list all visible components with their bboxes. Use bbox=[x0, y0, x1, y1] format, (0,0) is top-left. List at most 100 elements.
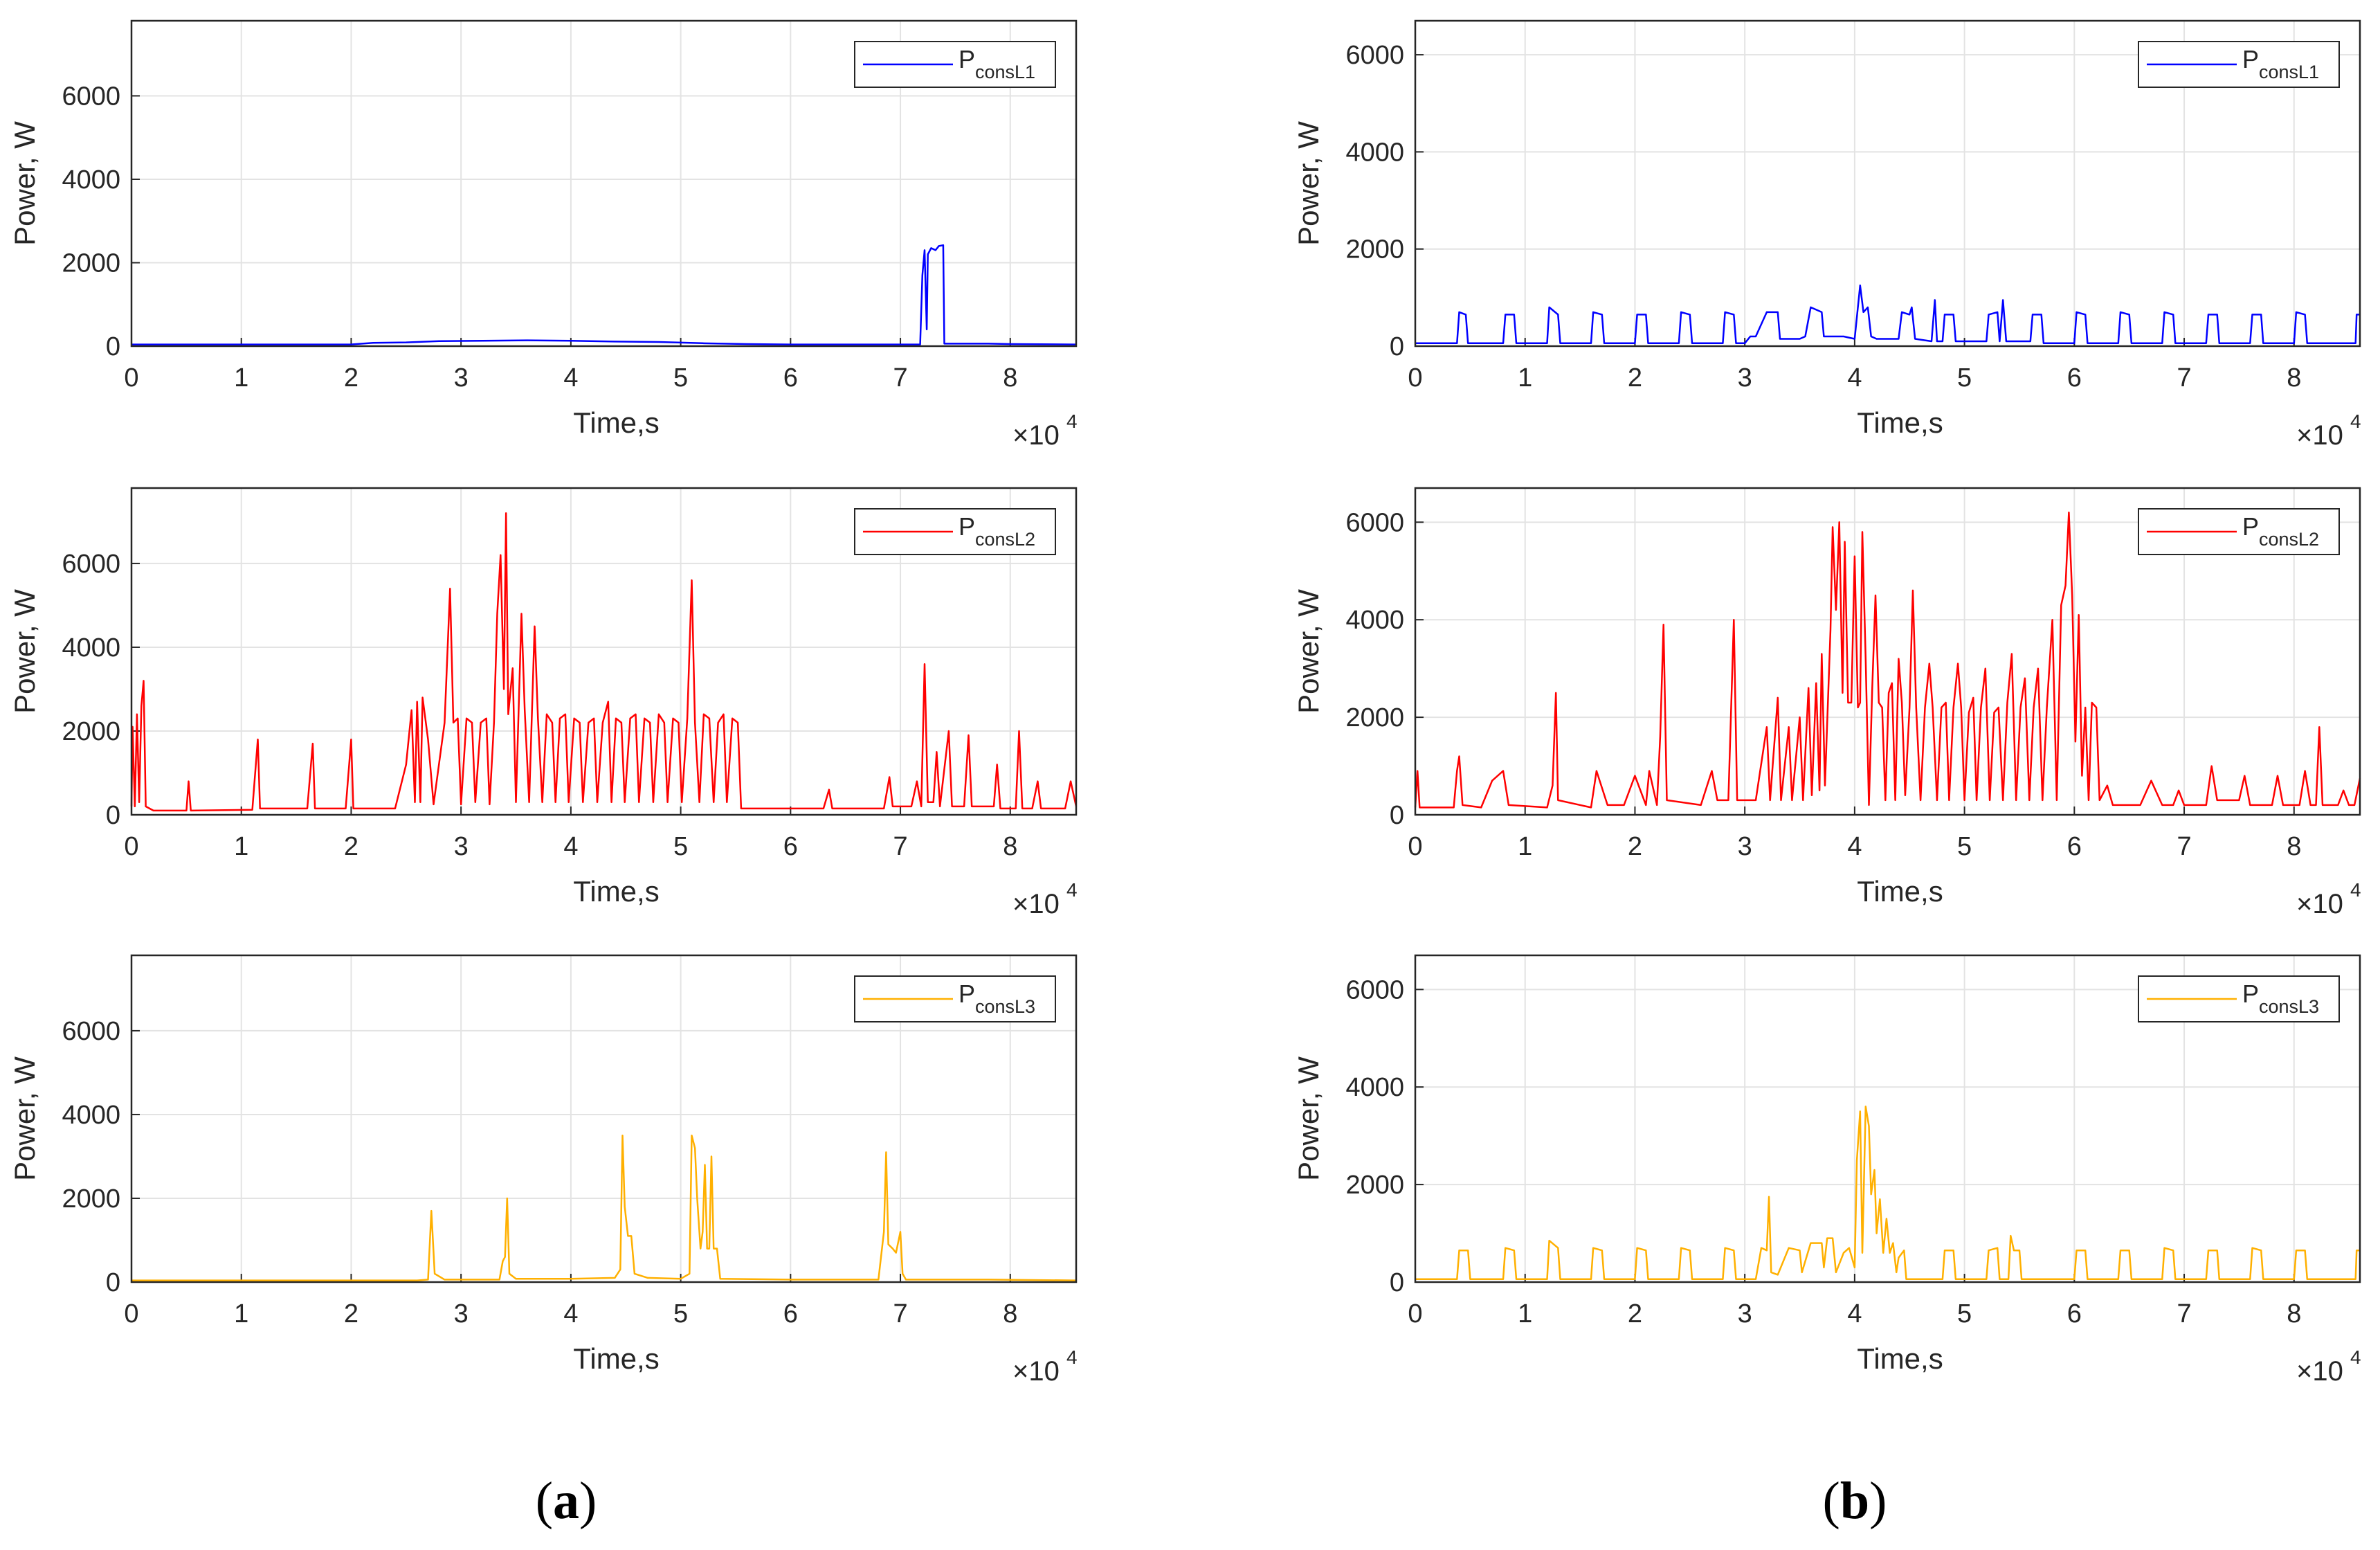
axes-box bbox=[1414, 954, 2361, 1283]
legend-label: P bbox=[959, 512, 975, 541]
x-tick-label: 4 bbox=[1847, 1299, 1862, 1328]
y-tick-label: 6000 bbox=[62, 1017, 120, 1046]
x-tick-label: 5 bbox=[673, 363, 688, 393]
x-tick-label: 5 bbox=[1957, 363, 1972, 393]
x-exponent-power: 4 bbox=[2350, 879, 2361, 901]
chart-panel-b1: 0 1 2 3 4 5 6 7 8 0 2000 4000 6000 Time,s Power, W ×10 4… bbox=[1292, 19, 2361, 451]
y-tick-label: 2000 bbox=[62, 717, 120, 746]
y-tick-label: 0 bbox=[106, 1268, 120, 1297]
x-tick-label: 0 bbox=[1408, 363, 1422, 393]
x-tick-label: 4 bbox=[563, 1299, 578, 1328]
legend-label-subscript: consL1 bbox=[2259, 62, 2319, 82]
x-tick-label: 8 bbox=[1003, 1299, 1017, 1328]
y-tick-label: 4000 bbox=[1345, 1073, 1404, 1102]
y-axis-label: Power, W bbox=[8, 589, 41, 714]
x-exponent-power: 4 bbox=[1066, 879, 1078, 901]
x-exponent-label: ×10 bbox=[2296, 1356, 2343, 1387]
series-line-consL2 bbox=[130, 512, 1078, 812]
x-tick-label: 4 bbox=[563, 832, 578, 861]
x-tick-label: 6 bbox=[783, 832, 798, 861]
y-tick-label: 6000 bbox=[62, 550, 120, 579]
legend-label-subscript: consL1 bbox=[975, 62, 1035, 82]
legend-label: P bbox=[959, 980, 975, 1008]
x-tick-label: 6 bbox=[2067, 363, 2082, 393]
x-exponent-label: ×10 bbox=[2296, 889, 2343, 919]
x-tick-label: 3 bbox=[1738, 1299, 1752, 1328]
x-axis-label: Time,s bbox=[1857, 406, 1943, 439]
y-axis-label: Power, W bbox=[1292, 1056, 1325, 1181]
x-tick-label: 7 bbox=[2177, 832, 2191, 861]
x-tick-label: 4 bbox=[1847, 363, 1862, 393]
x-tick-label: 6 bbox=[783, 363, 798, 393]
x-tick-label: 0 bbox=[124, 1299, 138, 1328]
chart-panel-a1: 0 1 2 3 4 5 6 7 8 0 2000 4000 6000 Time,s Power, W ×10 4… bbox=[8, 19, 1078, 451]
caption-a: (a) bbox=[535, 1472, 597, 1530]
x-tick-label: 7 bbox=[893, 1299, 907, 1328]
x-exponent-label: ×10 bbox=[1012, 889, 1060, 919]
y-tick-label: 6000 bbox=[1345, 41, 1404, 70]
x-tick-label: 1 bbox=[234, 1299, 248, 1328]
y-tick-label: 2000 bbox=[1345, 1171, 1404, 1200]
x-axis-label: Time,s bbox=[1857, 1342, 1943, 1375]
chart-panel-a2: 0 1 2 3 4 5 6 7 8 0 2000 4000 6000 Time,s Power, W ×10 4… bbox=[8, 487, 1078, 919]
y-tick-label: 0 bbox=[106, 332, 120, 361]
y-tick-label: 0 bbox=[106, 801, 120, 830]
caption-b: (b) bbox=[1822, 1472, 1887, 1530]
legend-label: P bbox=[2242, 980, 2259, 1008]
y-axis-label: Power, W bbox=[1292, 589, 1325, 714]
legend-label-subscript: consL2 bbox=[975, 529, 1035, 550]
x-exponent-label: ×10 bbox=[1012, 420, 1060, 451]
x-tick-label: 1 bbox=[1518, 832, 1532, 861]
legend-label-subscript: consL3 bbox=[2259, 996, 2319, 1017]
x-tick-label: 1 bbox=[1518, 1299, 1532, 1328]
y-tick-label: 2000 bbox=[62, 249, 120, 278]
caption-a-letter: a bbox=[553, 1472, 579, 1530]
y-tick-label: 2000 bbox=[1345, 703, 1404, 732]
x-tick-label: 7 bbox=[2177, 363, 2191, 393]
x-tick-label: 5 bbox=[673, 832, 688, 861]
caption-b-letter: b bbox=[1839, 1472, 1870, 1530]
x-tick-label: 4 bbox=[563, 363, 578, 393]
x-tick-label: 1 bbox=[1518, 363, 1532, 393]
x-tick-label: 7 bbox=[2177, 1299, 2191, 1328]
y-axis-label: Power, W bbox=[8, 121, 41, 246]
y-tick-label: 6000 bbox=[1345, 508, 1404, 537]
x-tick-label: 2 bbox=[1628, 832, 1642, 861]
legend-label: P bbox=[2242, 512, 2259, 541]
x-tick-label: 2 bbox=[344, 832, 358, 861]
x-tick-label: 7 bbox=[893, 363, 907, 393]
chart-panel-b3: 0 1 2 3 4 5 6 7 8 0 2000 4000 6000 Time,s Power, W ×10 4… bbox=[1292, 954, 2361, 1387]
x-tick-label: 3 bbox=[1738, 832, 1752, 861]
x-tick-label: 3 bbox=[454, 1299, 469, 1328]
legend-label-subscript: consL3 bbox=[975, 996, 1035, 1017]
y-axis-label: Power, W bbox=[1292, 121, 1325, 246]
x-tick-label: 5 bbox=[1957, 832, 1972, 861]
y-tick-label: 2000 bbox=[62, 1184, 120, 1214]
x-tick-label: 1 bbox=[234, 832, 248, 861]
series-line-consL3 bbox=[131, 1134, 1077, 1281]
x-tick-label: 6 bbox=[2067, 1299, 2082, 1328]
legend-label-subscript: consL2 bbox=[2259, 529, 2319, 550]
x-exponent-label: ×10 bbox=[2296, 420, 2343, 451]
x-tick-label: 1 bbox=[234, 363, 248, 393]
x-axis-label: Time,s bbox=[1857, 875, 1943, 908]
x-tick-label: 2 bbox=[1628, 363, 1642, 393]
x-axis-label: Time,s bbox=[573, 1342, 659, 1375]
y-tick-label: 4000 bbox=[1345, 138, 1404, 167]
axes-box bbox=[130, 954, 1078, 1283]
y-tick-label: 0 bbox=[1390, 1268, 1404, 1297]
axes-box bbox=[1414, 487, 2361, 816]
series-line-consL1 bbox=[1415, 285, 2360, 345]
x-exponent-power: 4 bbox=[2350, 1346, 2361, 1368]
x-exponent-label: ×10 bbox=[1012, 1356, 1060, 1387]
x-exponent-power: 4 bbox=[1066, 411, 1078, 432]
x-tick-label: 3 bbox=[1738, 363, 1752, 393]
x-tick-label: 3 bbox=[454, 363, 469, 393]
series-line-consL1 bbox=[131, 244, 1077, 345]
x-tick-label: 0 bbox=[1408, 1299, 1422, 1328]
y-tick-label: 4000 bbox=[62, 633, 120, 663]
x-tick-label: 5 bbox=[1957, 1299, 1972, 1328]
x-tick-label: 0 bbox=[124, 832, 138, 861]
x-tick-label: 0 bbox=[124, 363, 138, 393]
axes-box bbox=[130, 19, 1078, 348]
